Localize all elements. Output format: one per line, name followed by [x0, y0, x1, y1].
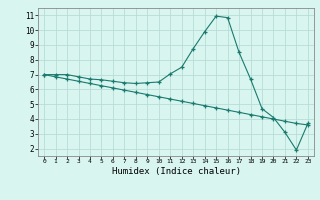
X-axis label: Humidex (Indice chaleur): Humidex (Indice chaleur) — [111, 167, 241, 176]
